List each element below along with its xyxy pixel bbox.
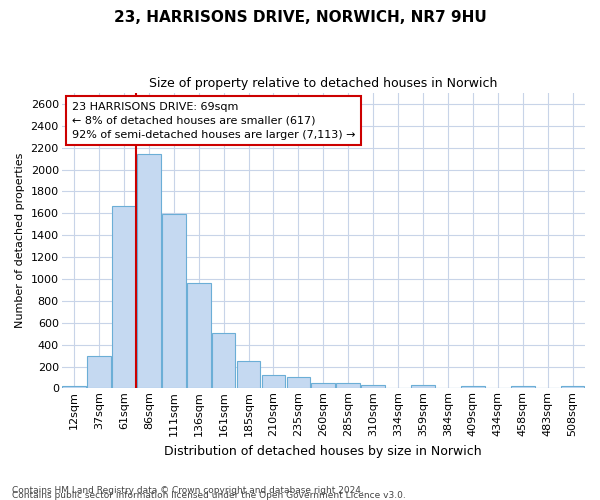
Bar bbox=[287, 378, 310, 388]
Bar bbox=[137, 154, 161, 388]
Bar bbox=[262, 376, 285, 388]
Bar bbox=[337, 383, 360, 388]
Bar bbox=[62, 386, 86, 388]
Bar bbox=[87, 356, 111, 388]
Bar bbox=[236, 361, 260, 388]
Bar bbox=[311, 383, 335, 388]
Bar bbox=[560, 386, 584, 388]
Bar bbox=[411, 384, 435, 388]
Bar bbox=[212, 333, 235, 388]
Bar bbox=[461, 386, 485, 388]
Bar bbox=[511, 386, 535, 388]
Title: Size of property relative to detached houses in Norwich: Size of property relative to detached ho… bbox=[149, 78, 497, 90]
Text: Contains public sector information licensed under the Open Government Licence v3: Contains public sector information licen… bbox=[12, 491, 406, 500]
Text: 23 HARRISONS DRIVE: 69sqm
← 8% of detached houses are smaller (617)
92% of semi-: 23 HARRISONS DRIVE: 69sqm ← 8% of detach… bbox=[72, 102, 356, 140]
Text: Contains HM Land Registry data © Crown copyright and database right 2024.: Contains HM Land Registry data © Crown c… bbox=[12, 486, 364, 495]
Bar bbox=[162, 214, 185, 388]
Y-axis label: Number of detached properties: Number of detached properties bbox=[15, 153, 25, 328]
X-axis label: Distribution of detached houses by size in Norwich: Distribution of detached houses by size … bbox=[164, 444, 482, 458]
Bar bbox=[187, 284, 211, 389]
Bar bbox=[112, 206, 136, 388]
Bar bbox=[361, 384, 385, 388]
Text: 23, HARRISONS DRIVE, NORWICH, NR7 9HU: 23, HARRISONS DRIVE, NORWICH, NR7 9HU bbox=[113, 10, 487, 25]
